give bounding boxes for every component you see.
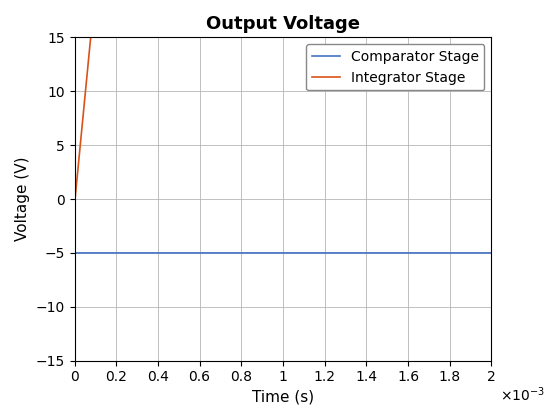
Comparator Stage (281, 250, 288, 255)
Text: $\times10^{-3}$: $\times10^{-3}$ (500, 385, 545, 404)
Comparator Stage (154, 250, 161, 255)
Comparator Stage (253, 250, 260, 255)
Legend: Comparator Stage, Integrator Stage: Comparator Stage, Integrator Stage (306, 44, 484, 90)
X-axis label: Time (s): Time (s) (252, 390, 314, 405)
Line: Integrator Stage: Integrator Stage (74, 0, 491, 205)
Comparator Stage (130, 250, 137, 255)
Title: Output Voltage: Output Voltage (206, 15, 360, 33)
Y-axis label: Voltage (V): Voltage (V) (15, 157, 30, 241)
Comparator Stage (71, 250, 78, 255)
Integrator Stage (71, 202, 78, 207)
Comparator Stage (354, 250, 361, 255)
Comparator Stage (249, 250, 255, 255)
Comparator Stage (488, 250, 494, 255)
